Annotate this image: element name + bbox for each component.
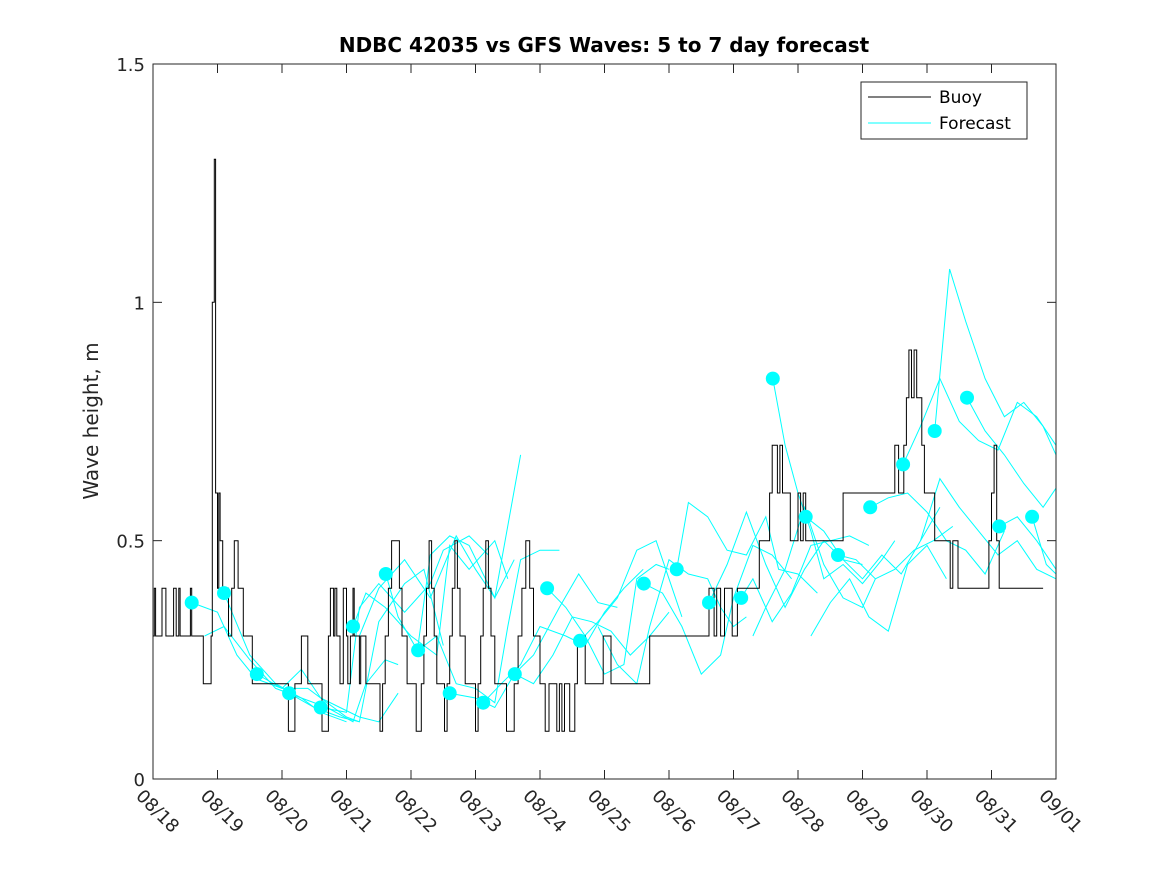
forecast-run-line xyxy=(837,525,954,580)
forecast-start-marker xyxy=(992,519,1007,534)
buoy-line xyxy=(153,158,1044,732)
forecast-run-line xyxy=(256,668,399,723)
legend-box xyxy=(860,81,1028,140)
forecast-run-line xyxy=(966,397,1057,509)
forecast-run-line xyxy=(902,377,1057,465)
series-layer xyxy=(153,158,1057,732)
legend: Buoy Forecast xyxy=(860,81,1028,140)
forecast-run-line xyxy=(740,535,870,623)
forecast-run-line xyxy=(869,492,1005,575)
forecast-run-line xyxy=(676,501,818,594)
forecast-start-marker xyxy=(507,667,522,682)
forecast-run-line xyxy=(358,534,515,637)
legend-label-buoy: Buoy xyxy=(939,88,982,108)
forecast-start-marker xyxy=(863,500,878,515)
forecast-start-marker xyxy=(669,562,684,577)
y-tick-label: 0 xyxy=(134,770,145,791)
y-tick-label: 1 xyxy=(134,293,145,314)
forecast-start-marker xyxy=(702,595,716,610)
forecast-run-line xyxy=(934,268,1057,456)
forecast-start-marker xyxy=(378,567,393,581)
ticks-layer xyxy=(152,63,1057,780)
forecast-start-marker xyxy=(831,548,845,562)
forecast-run-line xyxy=(546,563,670,675)
forecast-start-marker xyxy=(476,695,491,710)
forecast-start-marker xyxy=(346,619,360,634)
forecast-start-marker xyxy=(765,371,780,386)
plot-area xyxy=(152,63,1057,780)
forecast-run-line xyxy=(805,507,941,580)
forecast-run-line xyxy=(482,568,644,704)
forecast-start-marker xyxy=(896,457,911,472)
forecast-run-line xyxy=(772,378,896,585)
forecast-start-marker xyxy=(927,424,942,438)
y-axis-label: Wave height, m xyxy=(79,342,103,499)
forecast-start-marker xyxy=(540,581,555,596)
y-tick-label: 0.5 xyxy=(116,532,145,553)
forecast-start-marker xyxy=(573,633,587,648)
forecast-start-marker xyxy=(960,390,974,405)
forecast-run-line xyxy=(417,549,560,704)
axes-background xyxy=(153,64,1056,779)
forecast-start-marker xyxy=(734,590,749,605)
forecast-start-marker xyxy=(798,509,813,524)
forecast-start-marker xyxy=(442,686,457,701)
legend-label-forecast: Forecast xyxy=(939,114,1011,134)
forecast-start-marker xyxy=(249,667,264,682)
forecast-start-marker xyxy=(636,576,651,591)
forecast-start-marker xyxy=(217,586,231,601)
y-tick-label: 1.5 xyxy=(116,55,145,76)
forecast-start-marker xyxy=(184,595,199,610)
forecast-start-marker xyxy=(282,686,297,701)
forecast-run-line xyxy=(810,544,947,637)
forecast-run-line xyxy=(920,477,1057,580)
forecast-run-line xyxy=(998,516,1057,570)
forecast-start-marker xyxy=(411,643,426,658)
forecast-start-marker xyxy=(1025,509,1040,524)
forecast-run-line xyxy=(1031,516,1057,575)
forecast-run-line xyxy=(643,544,792,675)
forecast-start-marker xyxy=(313,700,328,715)
forecast-run-line xyxy=(752,505,876,637)
forecast-run-line xyxy=(579,539,683,642)
y-tick-labels: 0 0.5 1 1.5 xyxy=(116,55,145,791)
chart-title: NDBC 42035 vs GFS Waves: 5 to 7 day fore… xyxy=(339,33,870,57)
